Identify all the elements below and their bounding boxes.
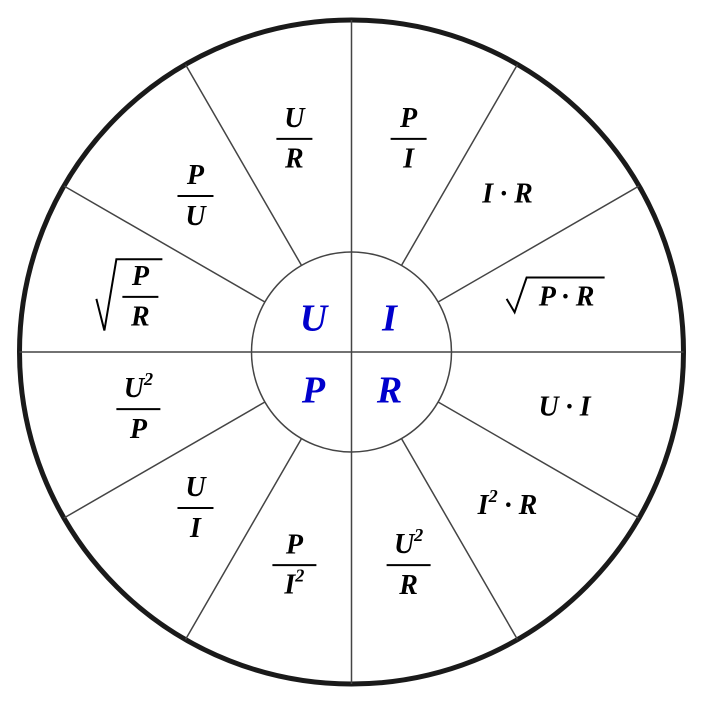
svg-text:U2: U2: [124, 369, 153, 404]
sector-divider: [186, 439, 302, 640]
sector-divider: [64, 402, 265, 518]
svg-text:R: R: [130, 302, 150, 333]
svg-text:P: P: [131, 261, 150, 292]
center-R: R: [376, 370, 402, 412]
sector-formula-10: PU: [177, 160, 213, 232]
sector-formula-11: UR: [276, 103, 312, 175]
svg-text:P: P: [399, 103, 418, 134]
ohms-law-wheel: UIPRPII · RP · RU · II2 · RU2RPI2UIU2PPR…: [0, 0, 703, 704]
sector-formula-0: PI: [391, 103, 427, 175]
svg-text:U2: U2: [394, 525, 423, 560]
sector-formula-3: U · I: [539, 392, 592, 423]
svg-text:U · I: U · I: [539, 392, 592, 423]
sector-formula-8: U2 P: [116, 369, 160, 445]
svg-text:R: R: [284, 144, 304, 175]
sector-divider: [402, 64, 518, 265]
sector-formula-5: U2 R: [387, 525, 431, 601]
sector-formula-7: UI: [177, 472, 213, 544]
svg-text:I2 · R: I2 · R: [477, 486, 538, 521]
svg-text:R: R: [398, 570, 418, 601]
svg-text:I: I: [189, 513, 202, 544]
svg-text:I · R: I · R: [481, 178, 533, 209]
sector-formula-2: P · R: [507, 277, 605, 312]
center-U: U: [300, 298, 330, 340]
svg-text:P · R: P · R: [538, 281, 595, 312]
svg-text:I2: I2: [283, 566, 304, 601]
sector-formula-4: I2 · R: [477, 486, 538, 521]
svg-text:P: P: [285, 529, 304, 560]
sector-divider: [64, 186, 265, 302]
svg-text:P: P: [129, 414, 148, 445]
svg-text:I: I: [402, 144, 415, 175]
sector-formula-6: P I2: [272, 529, 316, 601]
svg-text:U: U: [185, 472, 207, 503]
sector-formula-9: PR: [96, 259, 162, 332]
center-I: I: [381, 298, 398, 340]
center-P: P: [301, 370, 326, 412]
sector-formula-1: I · R: [481, 178, 533, 209]
svg-text:U: U: [185, 201, 207, 232]
svg-text:U: U: [284, 103, 306, 134]
svg-text:P: P: [186, 160, 205, 191]
